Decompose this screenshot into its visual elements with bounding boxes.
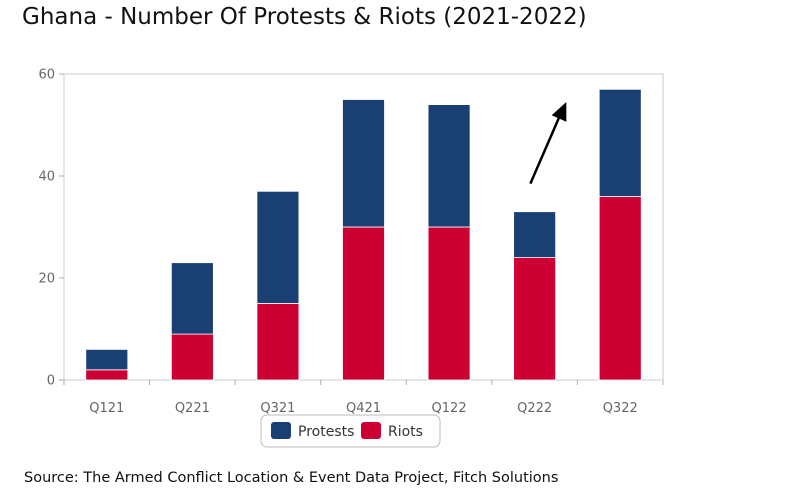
legend: Protests Riots — [260, 414, 441, 448]
legend-label-protests: Protests — [298, 424, 354, 440]
y-tick-label: 60 — [38, 68, 55, 83]
legend-swatch-riots — [361, 422, 381, 439]
bar-protests-q321 — [256, 190, 300, 304]
bar-protests-q322 — [598, 88, 642, 197]
bar-riots-q122 — [427, 226, 471, 381]
bar-riots-q421 — [342, 226, 385, 381]
bar-protests-q421 — [342, 99, 385, 228]
bar-protests-q122 — [427, 104, 471, 228]
x-tick-label: Q421 — [346, 401, 381, 416]
x-tick-label: Q221 — [175, 401, 210, 416]
legend-swatch-protests — [271, 422, 291, 439]
legend-label-riots: Riots — [388, 424, 423, 440]
arrow-head — [551, 102, 567, 122]
plot-area: 0 20 40 60 Q121 Q221 Q321 Q421 Q122 Q222 Q322 — [38, 68, 664, 416]
bar-riots-q321 — [256, 303, 300, 381]
bar-riots-q221 — [170, 333, 214, 381]
chart-title: Ghana - Number Of Protests & Riots (2021… — [22, 4, 587, 30]
bar-protests-q221 — [170, 262, 214, 335]
bar-riots-q322 — [598, 195, 642, 381]
x-tick-label: Q121 — [89, 401, 124, 416]
bar-protests-q222 — [513, 211, 557, 258]
y-tick-label: 0 — [47, 374, 55, 389]
bar-riots-q222 — [513, 257, 557, 381]
source-note: Source: The Armed Conflict Location & Ev… — [24, 470, 559, 486]
chart: 0 20 40 60 Q121 Q221 Q321 Q421 Q122 Q222 Q322 Prot… — [38, 68, 664, 448]
bar-protests-q121 — [85, 348, 129, 371]
bar-riots-q121 — [85, 369, 129, 381]
x-tick-label: Q122 — [432, 401, 467, 416]
y-tick-label: 20 — [38, 272, 55, 287]
x-tick-label: Q322 — [603, 401, 638, 416]
x-tick-label: Q321 — [260, 401, 295, 416]
annotation-arrow — [529, 109, 564, 185]
y-tick-label: 40 — [38, 170, 55, 185]
legend-box — [260, 414, 441, 448]
x-tick-label: Q222 — [517, 401, 552, 416]
